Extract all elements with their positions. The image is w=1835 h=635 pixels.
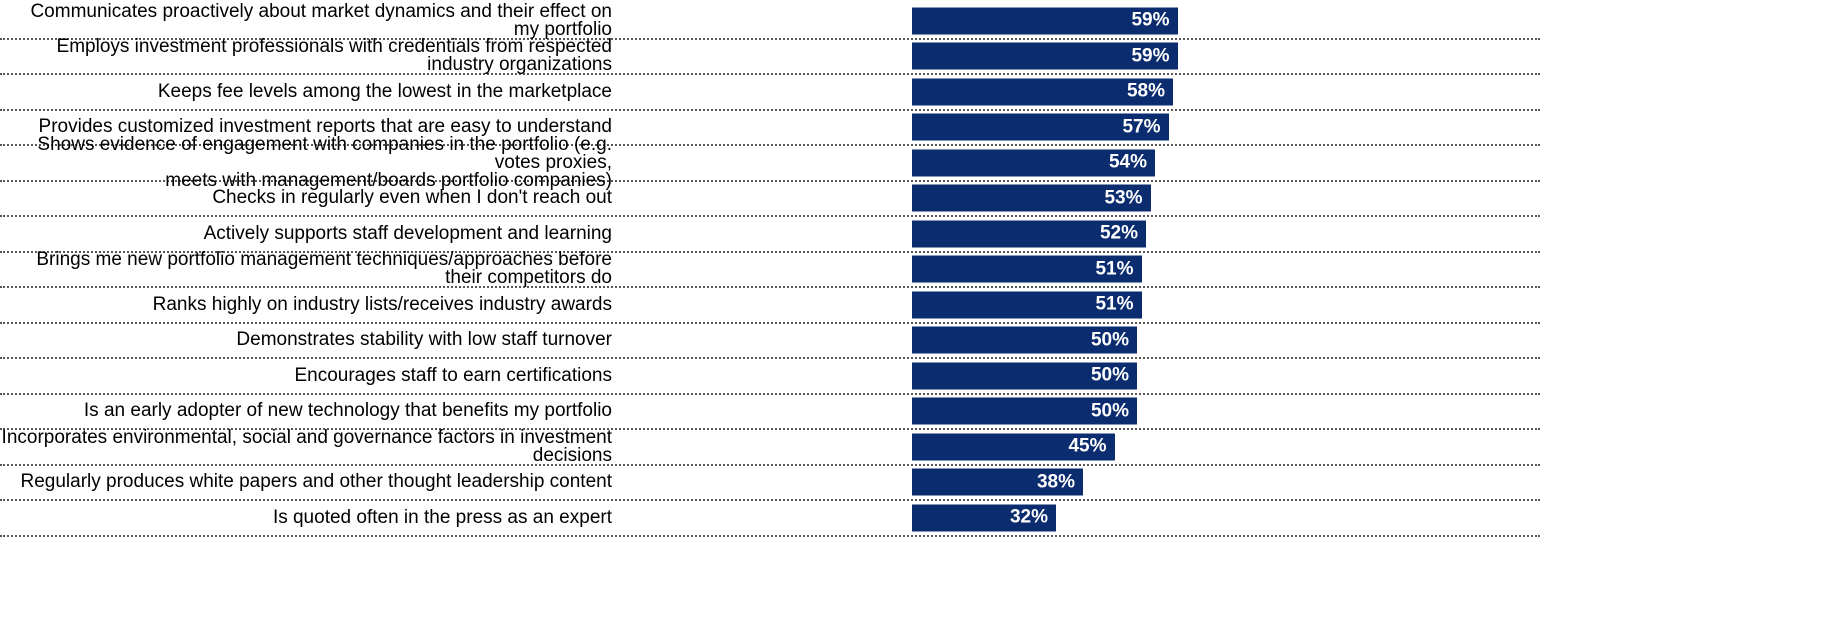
row: Demonstrates stability with low staff tu… <box>0 324 1540 359</box>
row: Is quoted often in the press as an exper… <box>0 501 1540 537</box>
category-label: Is an early adopter of new technology th… <box>83 400 612 422</box>
row: Keeps fee levels among the lowest in the… <box>0 75 1540 111</box>
bar: 58% <box>912 78 1173 106</box>
value-label: 59% <box>1131 45 1170 67</box>
value-label: 52% <box>1099 222 1138 244</box>
value-label: 53% <box>1104 187 1143 209</box>
row: Checks in regularly even when I don't re… <box>0 182 1540 217</box>
bar: 53% <box>912 184 1151 212</box>
category-label: Shows evidence of engagement with compan… <box>37 133 612 191</box>
row: Provides customized investment reports t… <box>0 111 1540 146</box>
value-label: 51% <box>1095 258 1134 280</box>
row: Ranks highly on industry lists/receives … <box>0 288 1540 324</box>
category-label: Demonstrates stability with low staff tu… <box>236 329 612 351</box>
category-label: Keeps fee levels among the lowest in the… <box>157 80 612 102</box>
row: Encourages staff to earn certifications 5… <box>0 359 1540 395</box>
value-label: 38% <box>1036 471 1075 493</box>
bar: 59% <box>912 7 1178 35</box>
value-label: 32% <box>1009 506 1048 528</box>
value-label: 50% <box>1090 364 1129 386</box>
row: Communicates proactively about market dy… <box>0 0 1540 40</box>
bar: 51% <box>912 255 1142 283</box>
category-label: Brings me new portfolio management techn… <box>36 249 612 289</box>
row: Employs investment professionals with cr… <box>0 36 1540 76</box>
category-label: Checks in regularly even when I don't re… <box>212 187 612 209</box>
bar: 45% <box>912 433 1115 461</box>
bar: 51% <box>912 291 1142 319</box>
value-label: 50% <box>1090 329 1129 351</box>
row: Is an early adopter of new technology th… <box>0 395 1540 430</box>
category-label: Encourages staff to earn certifications <box>294 364 612 386</box>
value-label: 45% <box>1068 435 1107 457</box>
category-label: Actively supports staff development and … <box>203 222 612 244</box>
value-label: 58% <box>1126 80 1165 102</box>
category-label: Regularly produces white papers and othe… <box>20 471 613 493</box>
value-label: 54% <box>1108 151 1147 173</box>
value-label: 59% <box>1131 9 1170 31</box>
value-label: 50% <box>1090 400 1129 422</box>
bar: 59% <box>912 42 1178 70</box>
row: Brings me new portfolio management techn… <box>0 249 1540 289</box>
category-label: Is quoted often in the press as an exper… <box>272 506 612 528</box>
row: Regularly produces white papers and othe… <box>0 466 1540 501</box>
bar: 38% <box>912 468 1083 496</box>
bar: 50% <box>912 397 1137 425</box>
value-label: 51% <box>1095 293 1134 315</box>
category-label: Communicates proactively about market dy… <box>30 0 612 40</box>
category-label: Provides customized investment reports t… <box>38 116 612 138</box>
category-label: Ranks highly on industry lists/receives … <box>152 293 612 315</box>
bar: 32% <box>912 504 1056 532</box>
row: Incorporates environmental, social and g… <box>0 426 1540 466</box>
value-label: 57% <box>1122 116 1161 138</box>
row: Actively supports staff development and … <box>0 217 1540 253</box>
bar: 54% <box>912 149 1155 177</box>
category-label: Employs investment professionals with cr… <box>56 36 612 76</box>
bar: 57% <box>912 113 1169 141</box>
bar: 50% <box>912 362 1137 390</box>
category-label: Incorporates environmental, social and g… <box>1 426 612 466</box>
bar: 52% <box>912 220 1146 248</box>
row: Shows evidence of engagement with compan… <box>0 135 1540 190</box>
bar: 50% <box>912 326 1137 354</box>
